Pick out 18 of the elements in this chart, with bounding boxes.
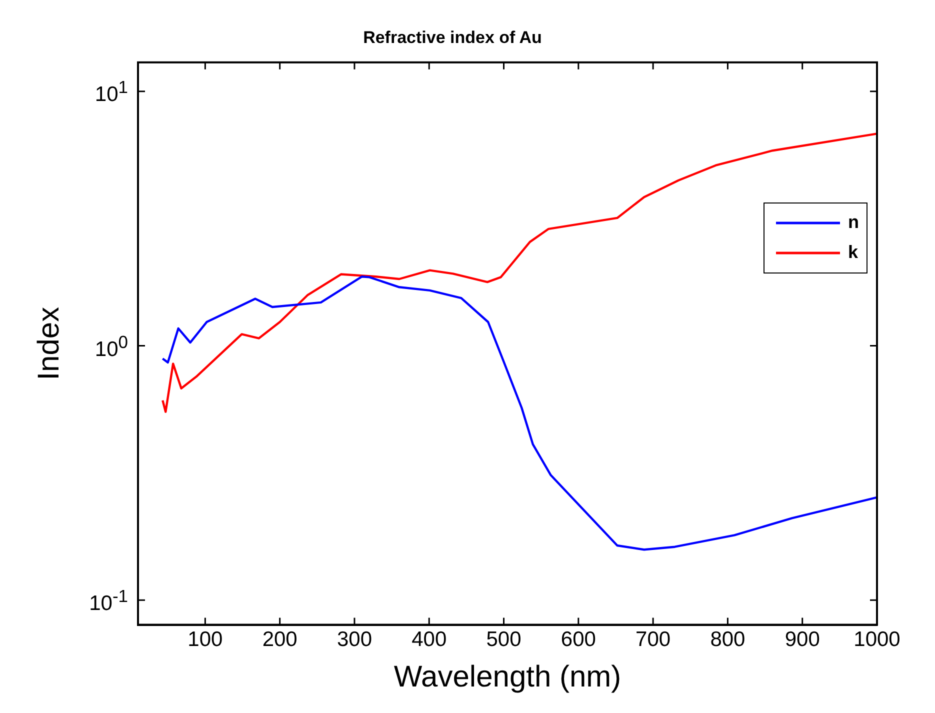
chart-title: Refractive index of Au — [363, 28, 542, 47]
x-tick-label: 900 — [784, 628, 820, 652]
x-tick-label: 500 — [486, 628, 522, 652]
x-tick-label: 100 — [188, 628, 223, 652]
x-tick-label: 200 — [262, 628, 298, 652]
x-tick-label: 400 — [412, 628, 447, 652]
y-tick-label: 10$^{-1}$ — [89, 585, 128, 616]
y-tick-label: 10$^{1}$ — [94, 76, 128, 108]
x-tick-label: 800 — [710, 628, 746, 652]
x-tick-label: 600 — [560, 628, 596, 652]
x-axis-title: Wavelength (nm) — [394, 660, 622, 694]
x-tick-label: 300 — [336, 628, 372, 652]
x-tick-label: 700 — [636, 628, 671, 652]
legend-label: n — [848, 212, 860, 232]
y-axis-title: Index — [32, 306, 66, 380]
x-tick-label: 1000 — [854, 628, 900, 652]
y-tick-label: 10$^{0}$ — [94, 330, 128, 362]
legend-label: k — [848, 242, 860, 262]
